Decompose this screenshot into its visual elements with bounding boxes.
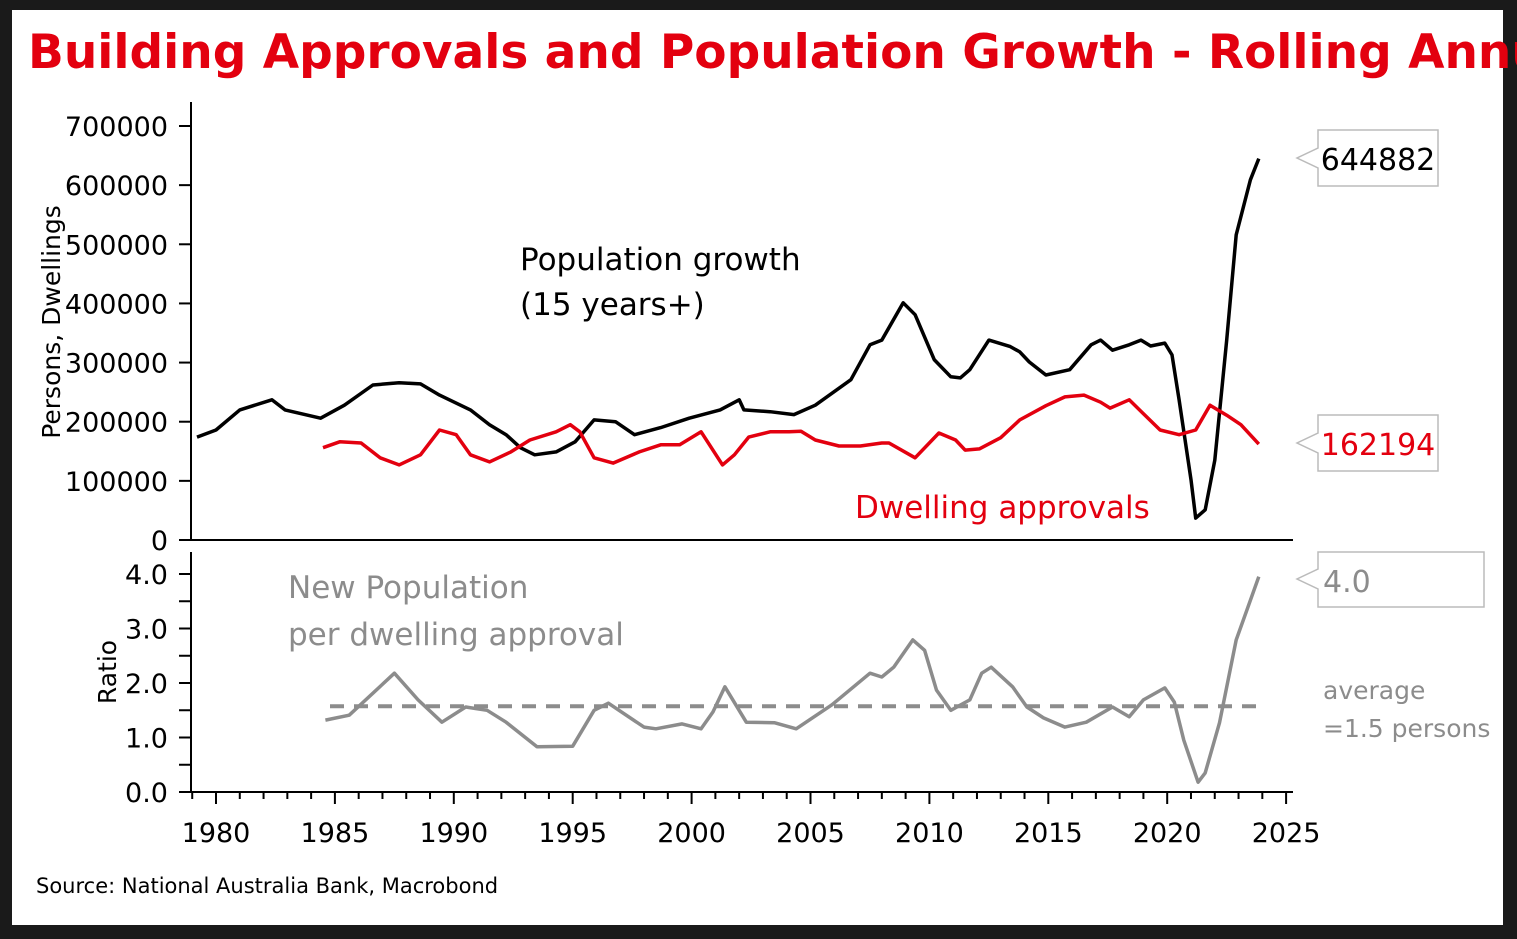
ratio-value-callout: 4.0 [1295, 551, 1485, 608]
population-series-label-2: (15 years+) [520, 287, 705, 323]
population-growth-line [196, 157, 1261, 520]
top-y-ticks: 0 100000 200000 300000 400000 500000 600000 700… [65, 112, 191, 557]
x-tick-label: 1990 [419, 818, 488, 849]
ratio-series-label-2: per dwelling approval [288, 617, 624, 653]
chart-panel [12, 10, 1503, 925]
top-y-axis-label: Persons, Dwellings [37, 205, 66, 439]
ratio-last-value: 4.0 [1323, 565, 1371, 600]
top-y-tick-label: 200000 [65, 408, 168, 439]
x-tick-label: 1985 [301, 818, 370, 849]
population-series-label-1: Population growth [520, 242, 801, 278]
top-y-tick-label: 600000 [65, 171, 168, 202]
source-note: Source: National Australia Bank, Macrobo… [36, 874, 498, 898]
dwelling-approvals-line [322, 393, 1261, 467]
dwelling-last-value: 162194 [1321, 428, 1436, 463]
x-tick-label: 2005 [776, 818, 845, 849]
bottom-y-tick-label: 2.0 [125, 669, 168, 700]
x-tick-label: 1995 [538, 818, 607, 849]
x-tick-label: 2020 [1133, 818, 1202, 849]
bottom-y-tick-label: 3.0 [125, 615, 168, 646]
x-tick-label: 2025 [1252, 818, 1321, 849]
top-y-tick-label: 400000 [65, 289, 168, 320]
x-tick-label: 2010 [895, 818, 964, 849]
population-value-callout: 644882 [1295, 129, 1439, 187]
top-y-tick-label: 300000 [65, 349, 168, 380]
average-label-2: =1.5 persons [1323, 714, 1490, 743]
dwelling-series-label: Dwelling approvals [855, 490, 1150, 526]
top-y-tick-label: 500000 [65, 230, 168, 261]
average-label-1: average [1323, 676, 1425, 705]
x-tick-label: 1980 [182, 818, 251, 849]
x-tick-label: 2015 [1014, 818, 1083, 849]
top-y-tick-label: 100000 [65, 467, 168, 498]
top-y-tick-label: 700000 [65, 112, 168, 143]
bottom-y-tick-label: 0.0 [125, 778, 168, 809]
bottom-y-tick-label: 1.0 [125, 724, 168, 755]
dwelling-value-callout: 162194 [1295, 414, 1439, 472]
ratio-line [325, 576, 1261, 784]
chart-title: Building Approvals and Population Growth… [28, 25, 1517, 80]
bottom-y-tick-label: 4.0 [125, 560, 168, 591]
x-tick-label: 2000 [657, 818, 726, 849]
top-y-tick-label: 0 [151, 526, 168, 557]
population-last-value: 644882 [1321, 143, 1436, 178]
bottom-y-ticks: 0.0 1.0 2.0 3.0 4.0 [125, 560, 191, 809]
ratio-series-label-1: New Population [288, 570, 528, 606]
x-ticks: 1980 1985 1990 1995 2000 2005 2010 2015 2020 2025 [182, 792, 1321, 849]
bottom-y-axis-label: Ratio [93, 640, 122, 704]
